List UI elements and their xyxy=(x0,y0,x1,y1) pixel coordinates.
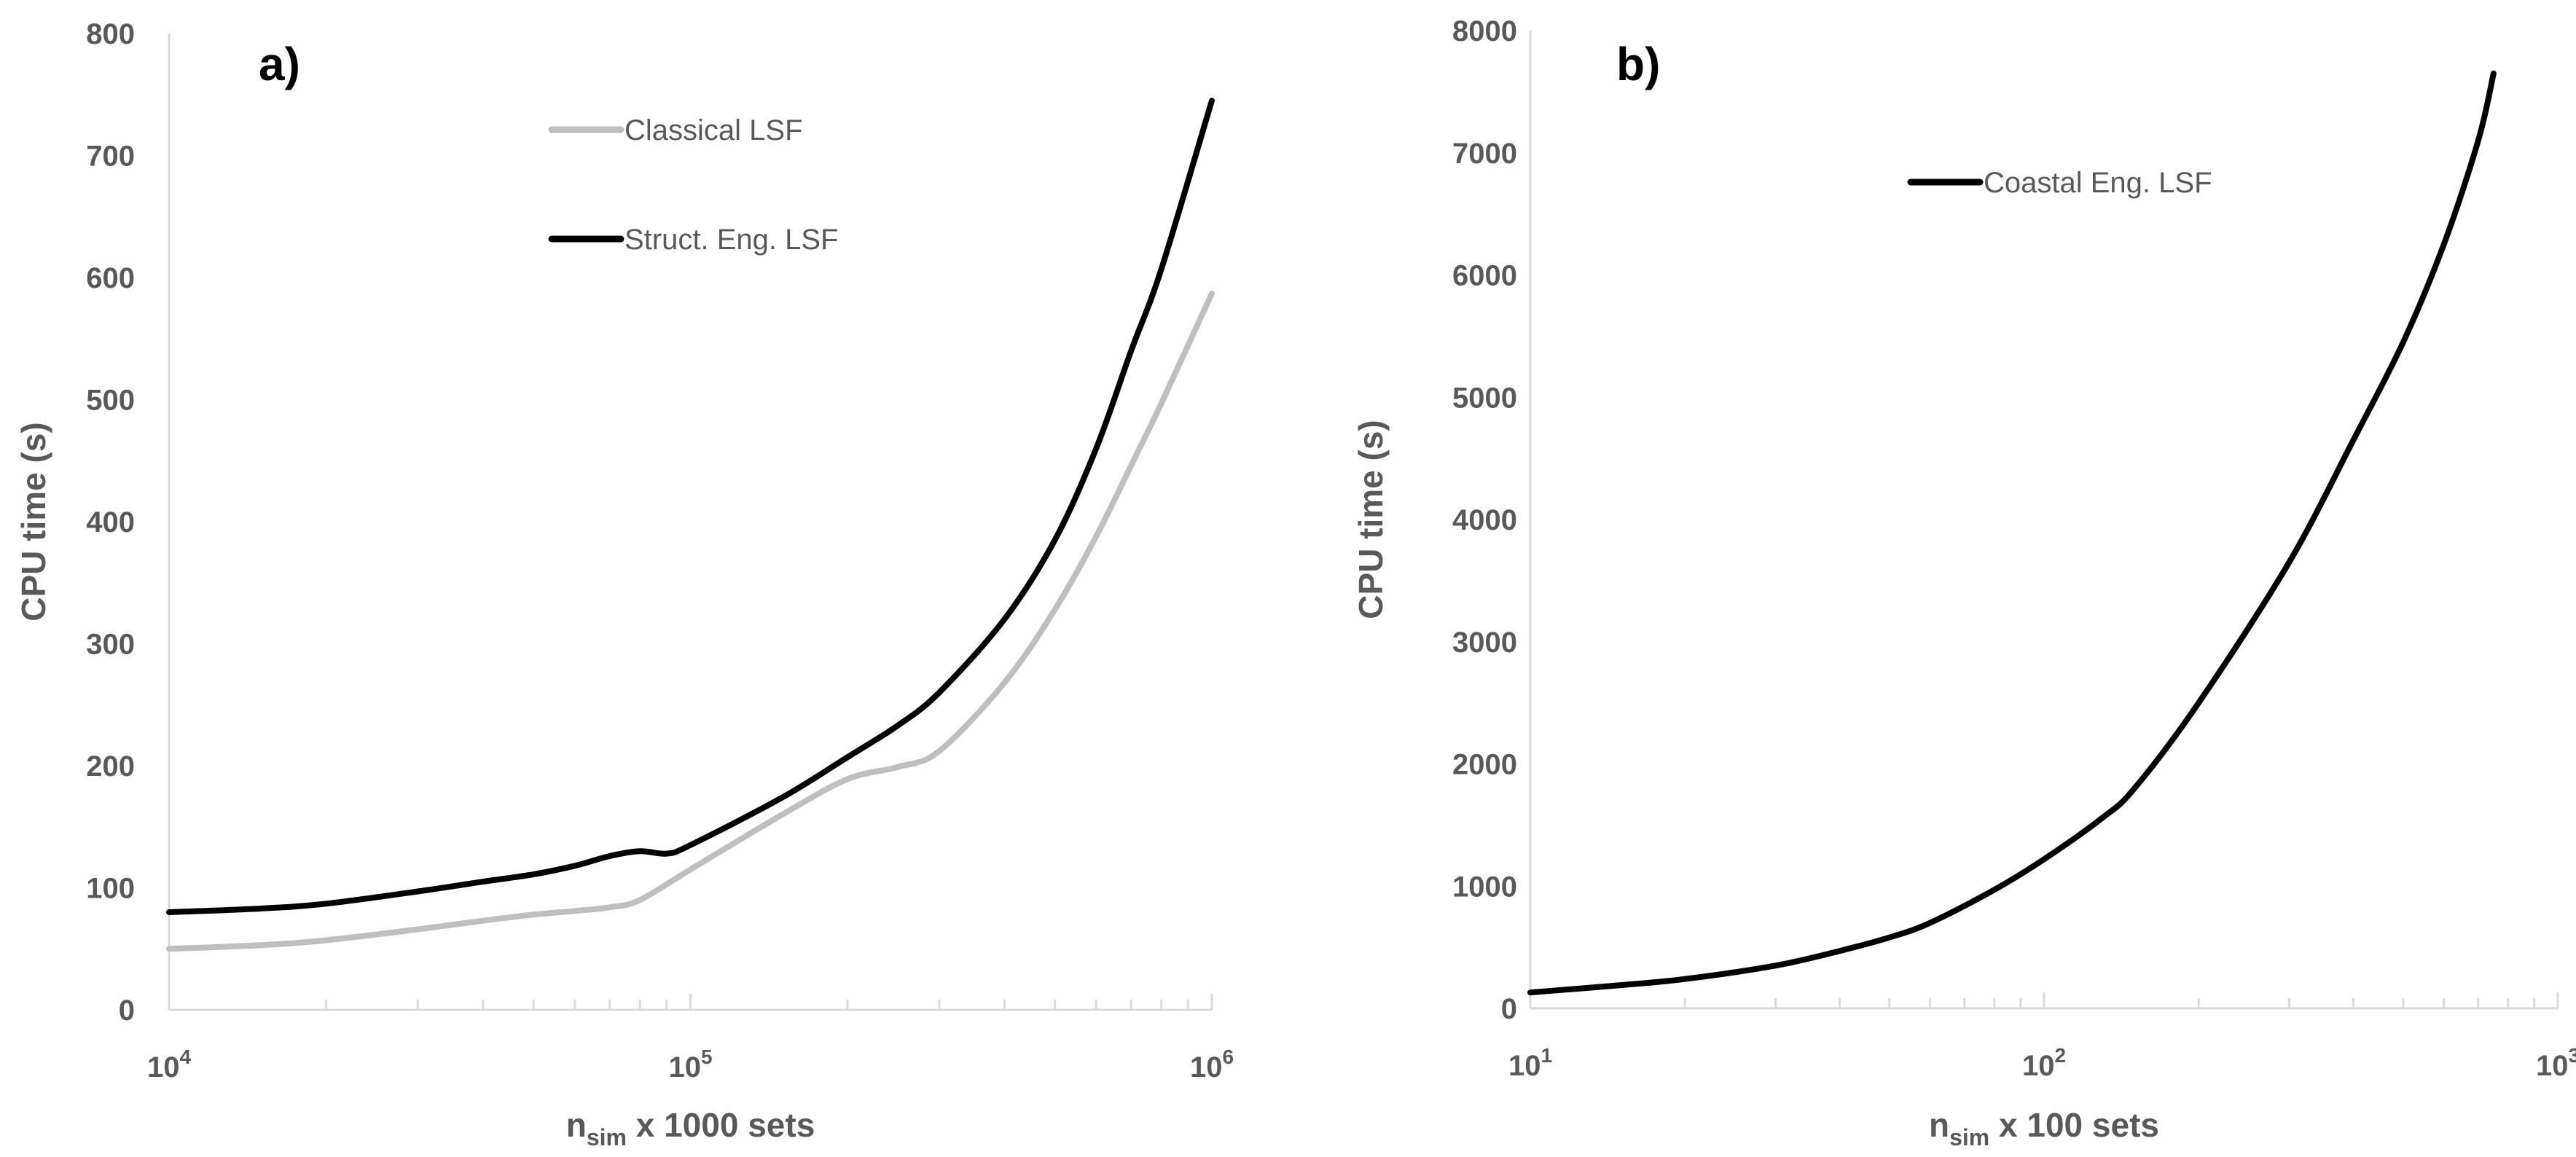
y-axis-title: CPU time (s) xyxy=(15,422,52,621)
panel-b: 101 102 1030100020003000400050006000700080… xyxy=(1352,15,2576,1150)
x-tick-base: 10 xyxy=(2536,1050,2569,1082)
x-tick-base: 10 xyxy=(147,1051,180,1083)
x-tick-exponent: 4 xyxy=(179,1046,191,1068)
y-tick-label: 4000 xyxy=(1452,504,1517,536)
y-axis-title: CPU time (s) xyxy=(1352,420,1390,619)
x-title-subscript: sim xyxy=(587,1124,627,1150)
y-tick-label: 2000 xyxy=(1452,749,1517,781)
x-tick-label: 106 xyxy=(1190,1046,1234,1083)
x-tick-label: 103 xyxy=(2536,1044,2576,1082)
series-line-coastal-eng-lsf xyxy=(1527,70,2497,996)
panel-label: b) xyxy=(1616,38,1660,90)
y-tick-label: 500 xyxy=(86,385,135,417)
y-tick-label: 3000 xyxy=(1452,627,1517,659)
legend-label: Classical LSF xyxy=(625,114,803,146)
panel-label: a) xyxy=(259,38,300,90)
x-tick-label: 102 xyxy=(2022,1044,2066,1082)
y-tick-label: 200 xyxy=(86,750,135,783)
x-tick-exponent: 1 xyxy=(1540,1044,1552,1067)
x-tick-label: 104 xyxy=(147,1046,192,1083)
y-tick-label: 0 xyxy=(119,995,135,1027)
y-tick-label: 100 xyxy=(86,873,135,905)
series-line-struct-eng-lsf xyxy=(166,98,1215,915)
x-title-main: n xyxy=(1929,1106,1949,1144)
x-title-rest: x 100 sets xyxy=(1989,1106,2159,1144)
x-title-rest: x 1000 sets xyxy=(627,1106,815,1144)
series-line-classical-lsf xyxy=(166,290,1215,952)
x-tick-exponent: 2 xyxy=(2054,1044,2066,1067)
x-tick-base: 10 xyxy=(2022,1050,2055,1082)
x-tick-base: 10 xyxy=(668,1051,701,1083)
x-tick-base: 10 xyxy=(1508,1050,1541,1082)
x-tick-label: 101 xyxy=(1508,1044,1552,1082)
x-tick-exponent: 6 xyxy=(1222,1046,1234,1068)
y-tick-label: 600 xyxy=(86,262,135,294)
x-axis-title: nsim x 100 sets xyxy=(1929,1106,2159,1150)
y-tick-label: 0 xyxy=(1501,993,1517,1025)
legend-label: Struct. Eng. LSF xyxy=(625,224,838,256)
x-title-main: n xyxy=(566,1106,587,1144)
y-tick-label: 1000 xyxy=(1452,871,1517,903)
y-tick-label: 300 xyxy=(86,629,135,661)
x-tick-base: 10 xyxy=(1190,1051,1223,1083)
y-tick-label: 800 xyxy=(86,18,135,50)
x-axis-title: nsim x 1000 sets xyxy=(566,1106,815,1150)
y-tick-label: 8000 xyxy=(1452,15,1517,47)
x-title-subscript: sim xyxy=(1949,1124,1989,1150)
y-tick-label: 5000 xyxy=(1452,382,1517,414)
x-tick-exponent: 3 xyxy=(2568,1044,2576,1067)
x-tick-exponent: 5 xyxy=(701,1046,713,1068)
y-tick-label: 700 xyxy=(86,141,135,173)
y-tick-label: 6000 xyxy=(1452,260,1517,292)
x-tick-label: 105 xyxy=(668,1046,712,1083)
y-tick-label: 7000 xyxy=(1452,138,1517,170)
legend-label: Coastal Eng. LSF xyxy=(1984,167,2212,199)
y-tick-label: 400 xyxy=(86,506,135,538)
